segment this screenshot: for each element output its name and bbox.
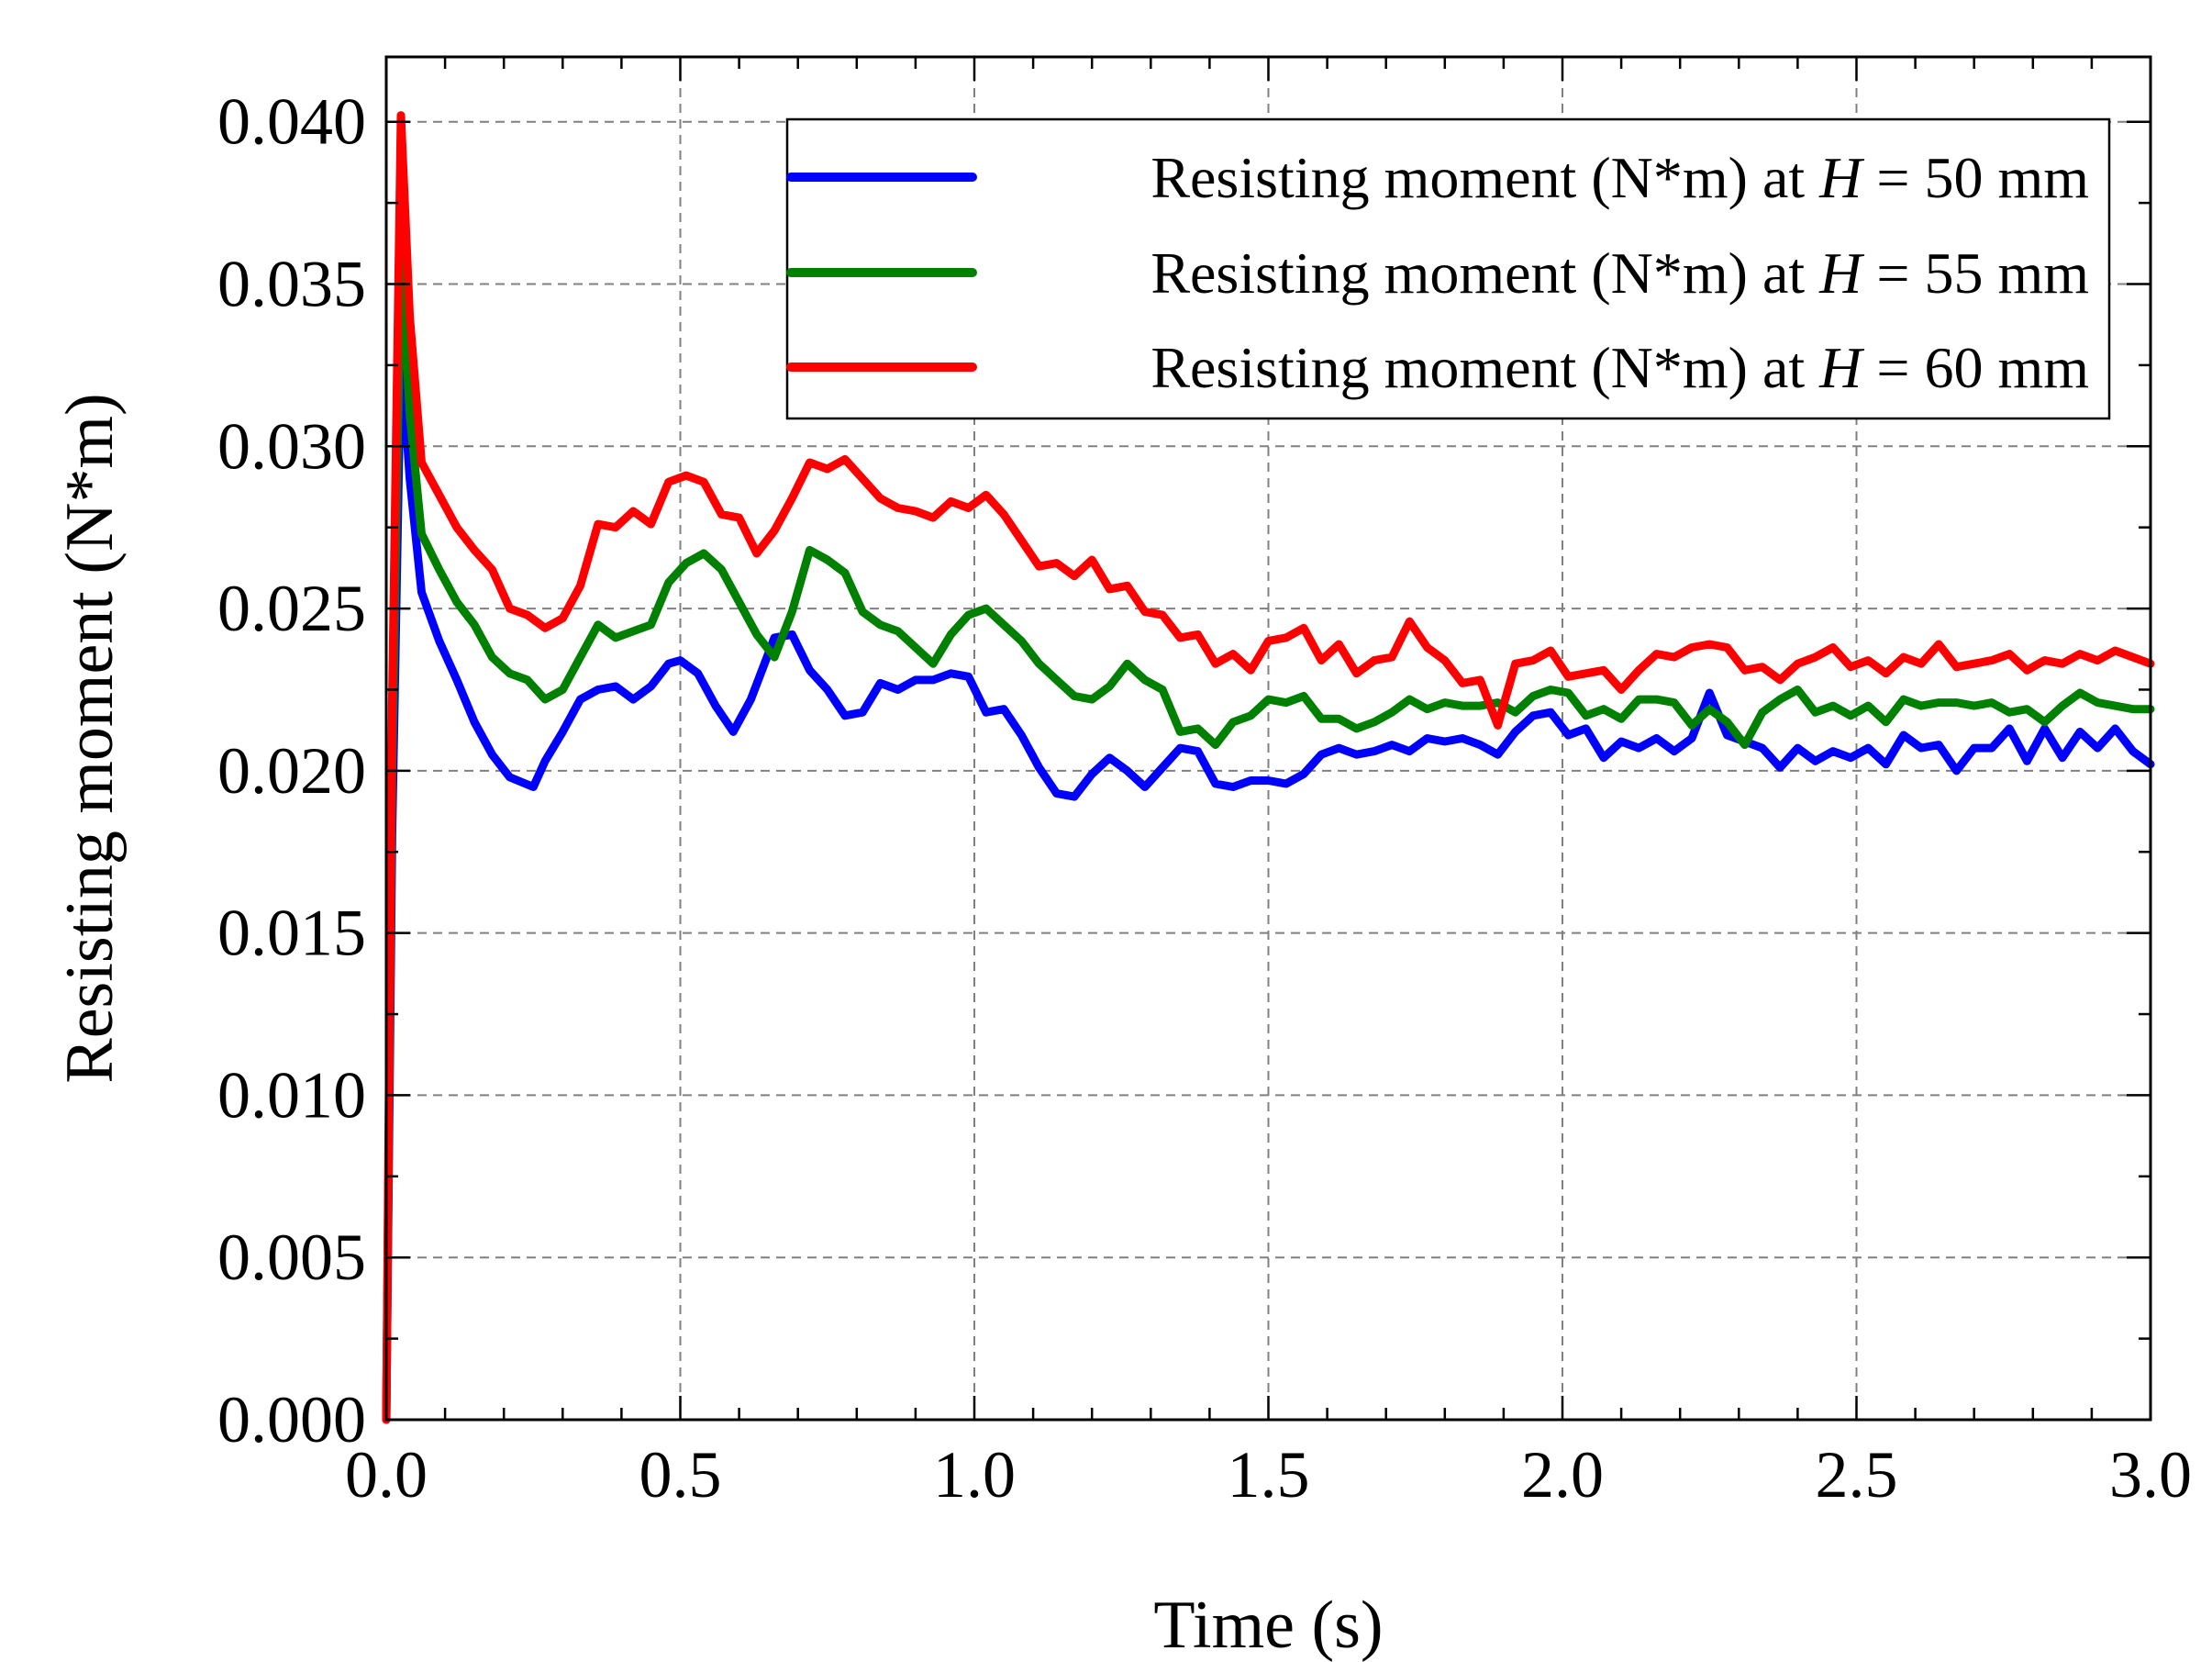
x-tick-label: 1.0 [933, 1438, 1016, 1511]
legend-label-variable: H [1818, 240, 1865, 306]
legend-label-2: Resisting moment (N*m) at H = 55 mm [1150, 240, 2089, 306]
y-tick-label: 0.010 [217, 1058, 366, 1132]
x-axis-title: Time (s) [1153, 1588, 1383, 1662]
x-tick-label: 2.5 [1816, 1438, 1898, 1511]
x-tick-label: 2.0 [1521, 1438, 1604, 1511]
legend-label-prefix: Resisting moment (N*m) at [1150, 335, 1819, 400]
legend-box [785, 117, 2111, 420]
legend-label-prefix: Resisting moment (N*m) at [1150, 145, 1819, 210]
y-tick-label: 0.025 [217, 572, 366, 645]
legend: Resisting moment (N*m) at H = 50 mmResis… [785, 117, 2111, 420]
series-line-2 [382, 247, 2155, 1424]
series-line-3 [382, 111, 2155, 1424]
x-tick-label: 0.5 [639, 1438, 722, 1511]
series-group [382, 111, 2155, 1424]
x-axis-tick-labels: 0.0 0.5 1.0 1.5 2.0 2.5 3.0 [345, 1438, 2192, 1511]
y-axis-tick-labels: 0.000 0.005 0.010 0.015 0.020 0.025 0.030 0.035… [217, 85, 366, 1456]
legend-label-suffix: = 60 mm [1862, 335, 2089, 400]
y-tick-label: 0.005 [217, 1221, 366, 1294]
legend-label-1: Resisting moment (N*m) at H = 50 mm [1150, 145, 2089, 210]
y-tick-label: 0.020 [217, 734, 366, 808]
y-tick-label: 0.015 [217, 897, 366, 970]
x-tick-label: 3.0 [2109, 1438, 2192, 1511]
legend-label-3: Resisting moment (N*m) at H = 60 mm [1150, 335, 2089, 400]
y-tick-label: 0.035 [217, 248, 366, 321]
y-tick-label: 0.030 [217, 409, 366, 483]
x-tick-label: 0.0 [345, 1438, 428, 1511]
y-tick-label: 0.040 [217, 85, 366, 159]
series-line-1 [382, 344, 2155, 1424]
legend-label-suffix: = 50 mm [1862, 145, 2089, 210]
y-tick-label: 0.000 [217, 1383, 366, 1456]
legend-label-variable: H [1818, 145, 1865, 210]
axis-ticks [384, 57, 2152, 1422]
x-tick-label: 1.5 [1228, 1438, 1310, 1511]
legend-label-suffix: = 55 mm [1862, 240, 2089, 306]
legend-label-variable: H [1818, 335, 1865, 400]
legend-label-prefix: Resisting moment (N*m) at [1150, 240, 1819, 306]
y-axis-title: Resisting moment (N*m) [52, 393, 128, 1083]
